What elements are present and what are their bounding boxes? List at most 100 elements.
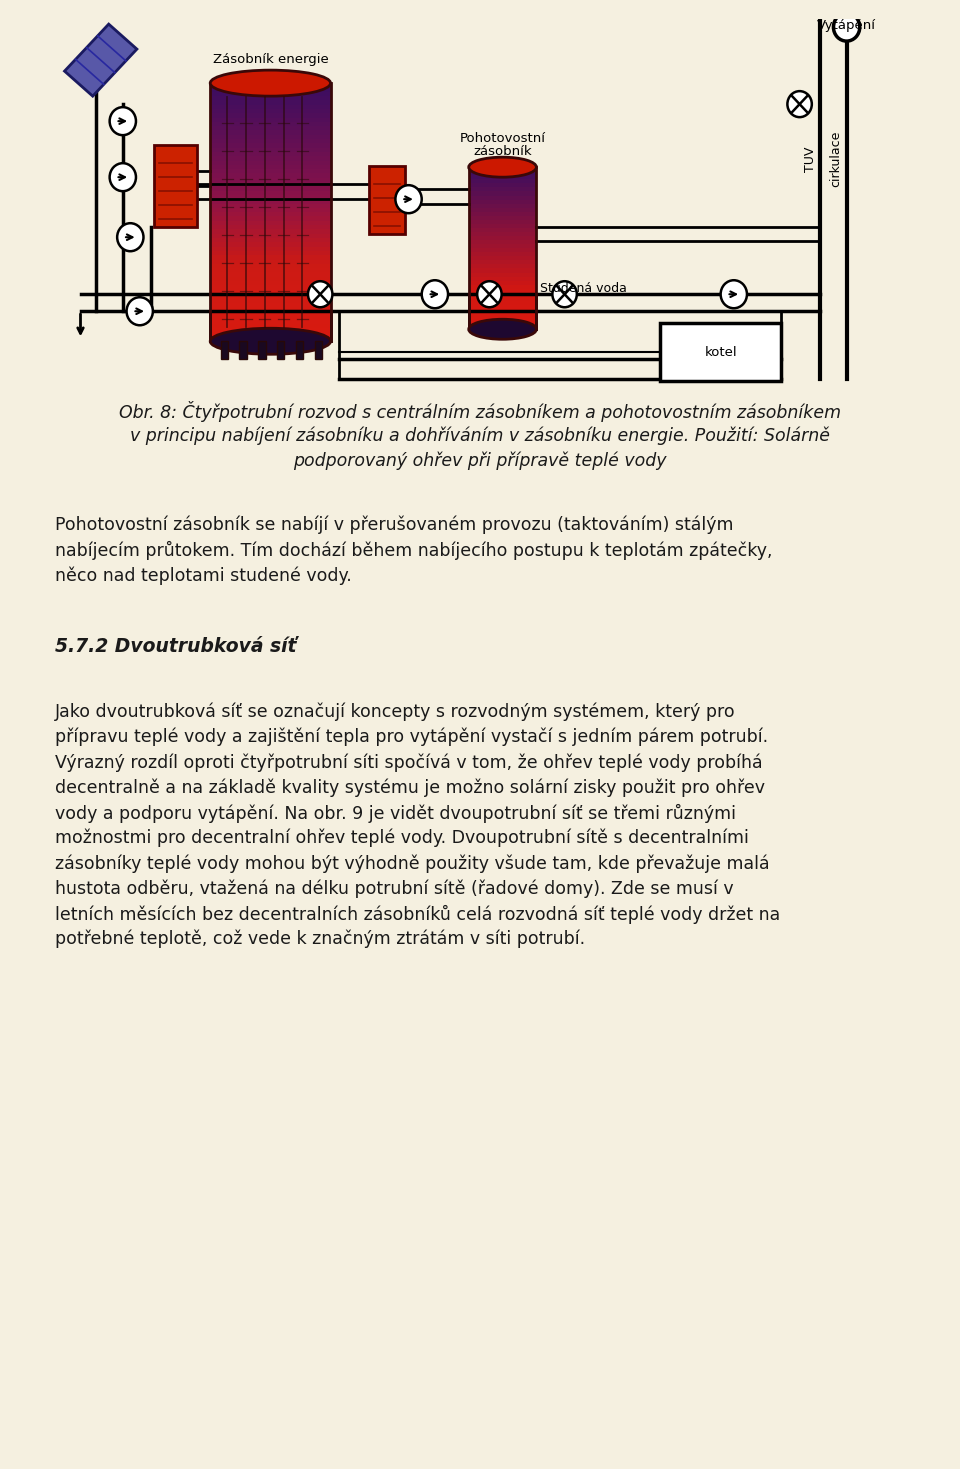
Bar	[210, 82, 330, 88]
Bar	[468, 260, 537, 264]
Bar	[210, 259, 330, 264]
Text: Výrazný rozdíl oproti čtyřpotrubní síti spočívá v tom, že ohřev teplé vody probí: Výrazný rozdíl oproti čtyřpotrubní síti …	[55, 754, 762, 771]
Bar	[210, 138, 330, 144]
Bar	[210, 173, 330, 178]
Ellipse shape	[552, 281, 577, 307]
Bar	[468, 167, 537, 329]
Text: cirkulace: cirkulace	[828, 131, 842, 188]
Bar	[210, 263, 330, 269]
Bar	[210, 276, 330, 281]
Ellipse shape	[477, 281, 502, 307]
Bar	[276, 341, 284, 360]
Bar	[468, 317, 537, 322]
Bar	[468, 300, 537, 306]
Bar	[210, 126, 330, 131]
Bar	[210, 289, 330, 294]
Bar	[210, 250, 330, 256]
Bar	[468, 304, 537, 308]
Bar	[468, 292, 537, 297]
Bar	[468, 248, 537, 253]
Text: zásobníky teplé vody mohou být výhodně použity všude tam, kde převažuje malá: zásobníky teplé vody mohou být výhodně p…	[55, 853, 769, 873]
Bar	[210, 267, 330, 272]
Bar	[210, 91, 330, 95]
Text: Zásobník energie: Zásobník energie	[212, 53, 328, 66]
Bar	[468, 191, 537, 195]
Text: zásobník: zásobník	[473, 145, 532, 159]
Text: 5.7.2 Dvoutrubková síť: 5.7.2 Dvoutrubková síť	[55, 638, 297, 655]
Bar	[468, 256, 537, 260]
Bar	[369, 166, 405, 234]
Bar	[210, 285, 330, 289]
Text: kotel: kotel	[705, 345, 737, 358]
Text: možnostmi pro decentralní ohřev teplé vody. Dvoupotrubní sítě s decentralními: možnostmi pro decentralní ohřev teplé vo…	[55, 829, 749, 848]
Text: Jako dvoutrubková síť se označují koncepty s rozvodným systémem, který pro: Jako dvoutrubková síť se označují koncep…	[55, 702, 735, 721]
Bar	[660, 323, 780, 382]
Text: podporovaný ohřev při přípravě teplé vody: podporovaný ohřev při přípravě teplé vod…	[293, 451, 667, 470]
Bar	[468, 272, 537, 276]
Bar	[210, 134, 330, 140]
Bar	[210, 294, 330, 298]
Polygon shape	[64, 24, 137, 95]
Bar	[210, 336, 330, 341]
Ellipse shape	[109, 107, 136, 135]
Bar	[468, 313, 537, 317]
Bar	[468, 244, 537, 248]
Bar	[154, 145, 197, 228]
Ellipse shape	[210, 328, 330, 354]
Bar	[468, 297, 537, 301]
Bar	[210, 203, 330, 209]
Bar	[210, 100, 330, 104]
Bar	[210, 220, 330, 225]
Bar	[210, 142, 330, 148]
Bar	[221, 341, 228, 360]
Bar	[468, 216, 537, 220]
Bar	[468, 235, 537, 239]
Text: vody a podporu vytápění. Na obr. 9 je vidět dvoupotrubní síť se třemi různými: vody a podporu vytápění. Na obr. 9 je vi…	[55, 804, 735, 823]
Bar	[468, 223, 537, 228]
Bar	[210, 238, 330, 242]
Bar	[468, 170, 537, 175]
Bar	[210, 314, 330, 320]
Bar	[468, 281, 537, 285]
Bar	[210, 156, 330, 160]
Text: Pohotovostní: Pohotovostní	[460, 132, 545, 145]
Bar	[468, 284, 537, 289]
Bar	[210, 242, 330, 247]
Bar	[210, 95, 330, 100]
Bar	[210, 113, 330, 118]
Bar	[210, 198, 330, 204]
Bar	[468, 207, 537, 212]
Ellipse shape	[421, 281, 448, 308]
Text: v principu nabíjení zásobníku a dohříváním v zásobníku energie. Použití: Solárně: v principu nabíjení zásobníku a dohříván…	[130, 426, 830, 445]
Bar	[210, 298, 330, 303]
Bar	[210, 109, 330, 113]
Bar	[210, 118, 330, 122]
Bar	[210, 87, 330, 91]
Text: potřebné teplotě, což vede k značným ztrátám v síti potrubí.: potřebné teplotě, což vede k značným ztr…	[55, 930, 585, 949]
Ellipse shape	[833, 13, 860, 41]
Bar	[468, 212, 537, 216]
Text: hustota odběru, vtažená na délku potrubní sítě (řadové domy). Zde se musí v: hustota odběru, vtažená na délku potrubn…	[55, 880, 733, 898]
Bar	[468, 166, 537, 172]
Text: nabíjecím průtokem. Tím dochází během nabíjecího postupu k teplotám zpátečky,: nabíjecím průtokem. Tím dochází během na…	[55, 541, 772, 560]
Ellipse shape	[117, 223, 143, 251]
Bar	[258, 341, 266, 360]
Text: Vytápění: Vytápění	[817, 19, 876, 32]
Ellipse shape	[109, 163, 136, 191]
Text: přípravu teplé vody a zajištění tepla pro vytápění vystačí s jedním párem potrub: přípravu teplé vody a zajištění tepla pr…	[55, 727, 768, 746]
Bar	[468, 267, 537, 273]
Bar	[210, 310, 330, 316]
Ellipse shape	[308, 281, 332, 307]
Ellipse shape	[468, 157, 537, 178]
Ellipse shape	[721, 281, 747, 308]
Bar	[210, 129, 330, 135]
Text: Pohotovostní zásobník se nabíjí v přerušovaném provozu (taktováním) stálým: Pohotovostní zásobník se nabíjí v přeruš…	[55, 516, 733, 535]
Text: Obr. 8: Čtyřpotrubní rozvod s centrálním zásobníkem a pohotovostním zásobníkem: Obr. 8: Čtyřpotrubní rozvod s centrálním…	[119, 401, 841, 422]
Ellipse shape	[210, 71, 330, 95]
Bar	[468, 228, 537, 232]
Bar	[210, 182, 330, 187]
Bar	[210, 319, 330, 325]
Bar	[468, 232, 537, 237]
Text: letních měsících bez decentralních zásobníků celá rozvodná síť teplé vody držet : letních měsících bez decentralních zásob…	[55, 905, 780, 924]
Bar	[210, 178, 330, 182]
